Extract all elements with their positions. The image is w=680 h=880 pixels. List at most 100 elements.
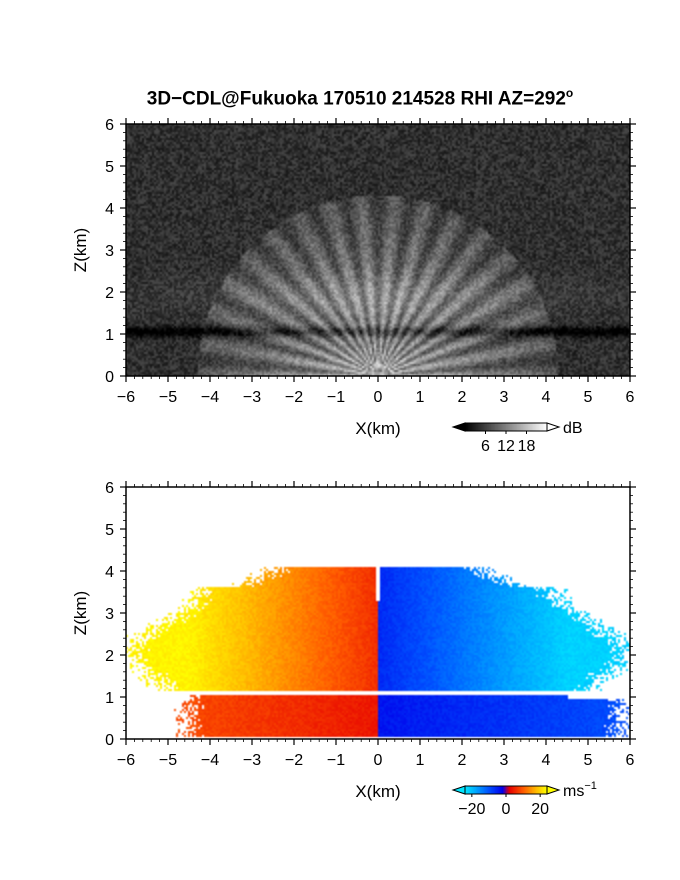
colorbar-segment xyxy=(522,786,525,794)
colorbar-segment xyxy=(527,423,530,431)
colorbar-segment xyxy=(526,423,529,431)
colorbar-segment xyxy=(492,786,495,794)
colorbar-segment xyxy=(540,786,543,794)
y-tick-label: 6 xyxy=(105,117,114,134)
colorbar-segment xyxy=(493,786,496,794)
colorbar-segment xyxy=(503,423,506,431)
colorbar-segment xyxy=(485,423,488,431)
colorbar-segment xyxy=(537,786,540,794)
velocity-panel: −6 −5 −4 −3 −2 −1 0 1 2 3 4 5 6 0 1 2 3 4 5 6 X(km) Z(km) −… xyxy=(71,480,636,818)
colorbar-segment xyxy=(516,423,519,431)
colorbar-segment xyxy=(534,786,537,794)
colorbar-segment xyxy=(540,423,543,431)
colorbar-unit: dB xyxy=(563,420,583,437)
colorbar-tick-label: 6 xyxy=(481,438,490,455)
colorbar-segment xyxy=(519,786,522,794)
colorbar-segment xyxy=(531,786,534,794)
y-tick-label: 5 xyxy=(105,522,114,539)
colorbar-segment xyxy=(516,786,519,794)
colorbar-segment xyxy=(536,786,538,794)
x-tick-label: −2 xyxy=(285,389,303,406)
colorbar-segment xyxy=(533,786,536,794)
colorbar-segment xyxy=(473,786,476,794)
colorbar-segment xyxy=(465,423,467,431)
colorbar: −20 0 20 ms−1 xyxy=(451,780,597,818)
colorbar-segment xyxy=(481,786,484,794)
colorbar-segment xyxy=(475,786,478,794)
colorbar-segment xyxy=(477,786,480,794)
reflectivity-heatmap xyxy=(126,124,630,376)
y-tick-label: 0 xyxy=(105,732,114,749)
colorbar-segment xyxy=(486,423,489,431)
colorbar-segment xyxy=(486,786,489,794)
colorbar-segment xyxy=(523,423,526,431)
colorbar-segment xyxy=(470,786,473,794)
y-tick-label: 4 xyxy=(105,201,114,218)
colorbar-segment xyxy=(529,423,532,431)
colorbar-segment xyxy=(484,423,486,431)
colorbar-segment xyxy=(469,423,471,431)
colorbar-segment xyxy=(500,786,503,794)
colorbar-segment xyxy=(484,786,486,794)
colorbar-segment xyxy=(511,786,514,794)
colorbar-tick-label: 12 xyxy=(497,438,515,455)
colorbar-segment xyxy=(536,423,538,431)
colorbar-segment xyxy=(501,423,504,431)
colorbar-segment xyxy=(495,786,497,794)
colorbar-segment xyxy=(474,423,477,431)
colorbar-segment xyxy=(490,786,493,794)
colorbar-segment xyxy=(492,423,495,431)
colorbar-segment xyxy=(470,423,473,431)
colorbar-segment xyxy=(465,786,467,794)
x-tick-label: 3 xyxy=(500,752,509,769)
colorbar-segment xyxy=(508,786,511,794)
colorbar-segment xyxy=(466,423,469,431)
colorbar-segment xyxy=(510,786,512,794)
colorbar-segment xyxy=(482,786,485,794)
colorbar-segment xyxy=(522,423,525,431)
colorbar-segment xyxy=(511,423,514,431)
colorbar-segment xyxy=(475,423,478,431)
x-tick-label: −3 xyxy=(243,389,261,406)
x-tick-label: −4 xyxy=(201,389,219,406)
y-tick-label: 1 xyxy=(105,690,114,707)
colorbar-segment xyxy=(482,423,485,431)
x-axis-label: X(km) xyxy=(355,782,400,801)
colorbar-segment xyxy=(519,423,522,431)
colorbar-segment xyxy=(489,423,492,431)
colorbar-segment xyxy=(501,786,504,794)
y-tick-label: 6 xyxy=(105,480,114,497)
colorbar-tick-label: −20 xyxy=(458,801,485,818)
x-tick-label: 6 xyxy=(626,389,635,406)
colorbar-segment xyxy=(471,786,474,794)
x-tick-label: 2 xyxy=(458,389,467,406)
colorbar-segment xyxy=(507,423,510,431)
colorbar-segment xyxy=(467,423,470,431)
colorbar-segment xyxy=(525,423,527,431)
colorbar-low-arrow xyxy=(451,785,466,795)
colorbar-segment xyxy=(469,786,471,794)
y-axis-label: Z(km) xyxy=(71,228,90,272)
colorbar-segment xyxy=(497,423,500,431)
colorbar-segment xyxy=(497,786,500,794)
x-tick-label: 0 xyxy=(374,752,383,769)
colorbar-segment xyxy=(544,423,547,431)
colorbar-segment xyxy=(488,423,491,431)
colorbar-segment xyxy=(506,423,508,431)
colorbar-segment xyxy=(521,786,523,794)
colorbar-segment xyxy=(490,423,493,431)
colorbar-segment xyxy=(514,786,517,794)
colorbar-segment xyxy=(523,786,526,794)
colorbar-segment xyxy=(541,786,544,794)
colorbar-segment xyxy=(500,423,503,431)
colorbar-segment xyxy=(525,786,527,794)
colorbar-segment xyxy=(515,786,518,794)
colorbar-segment xyxy=(480,423,482,431)
chart-title: 3D−CDL@Fukuoka 170510 214528 RHI AZ=292o xyxy=(146,86,574,110)
colorbar-segment xyxy=(496,423,499,431)
colorbar-segment xyxy=(467,786,470,794)
colorbar-segment xyxy=(485,786,488,794)
x-tick-label: −6 xyxy=(117,389,135,406)
colorbar-segment xyxy=(521,423,523,431)
